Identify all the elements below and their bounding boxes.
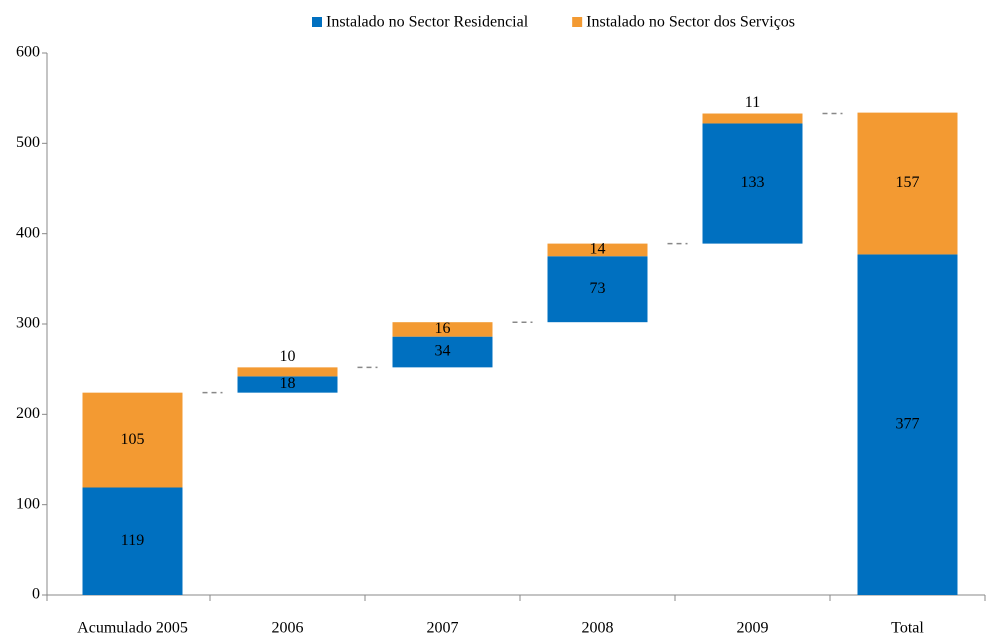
bar-segment xyxy=(392,322,493,337)
bar-segment xyxy=(857,254,958,595)
bar-segment xyxy=(237,376,338,393)
y-tick-label: 200 xyxy=(16,405,40,422)
y-tick-label: 0 xyxy=(32,586,40,603)
y-tick-label: 600 xyxy=(16,44,40,61)
y-tick-label: 500 xyxy=(16,134,40,151)
data-label: 14 xyxy=(590,241,606,258)
data-label: 377 xyxy=(896,415,920,432)
legend-swatch xyxy=(572,17,583,27)
legend-swatch xyxy=(312,17,322,27)
data-label: 119 xyxy=(121,532,144,549)
data-label: 11 xyxy=(745,94,760,111)
bar-segment xyxy=(237,367,338,377)
data-label: 157 xyxy=(896,174,920,191)
x-tick-label: Total xyxy=(891,620,924,636)
bar-segment xyxy=(392,336,493,368)
data-label: 18 xyxy=(280,375,296,392)
bar-segment xyxy=(547,256,648,323)
data-label: 34 xyxy=(435,343,451,360)
x-tick-label: 2009 xyxy=(737,620,769,636)
data-label: 16 xyxy=(435,320,451,337)
y-tick-label: 300 xyxy=(16,315,40,332)
x-tick-label: 2008 xyxy=(582,620,614,636)
bar-segment xyxy=(702,123,803,244)
x-tick-label: Acumulado 2005 xyxy=(77,620,188,636)
data-label: 73 xyxy=(590,280,606,297)
legend-label: Instalado no Sector Residencial xyxy=(326,14,529,31)
bar-segment xyxy=(82,487,183,595)
bar-segment xyxy=(702,113,803,124)
y-tick-label: 100 xyxy=(16,495,40,512)
bar-segment xyxy=(857,112,958,255)
bar-segment xyxy=(547,243,648,257)
x-tick-label: 2006 xyxy=(272,620,304,636)
data-label: 133 xyxy=(741,174,765,191)
data-label: 10 xyxy=(280,348,296,365)
y-tick-label: 400 xyxy=(16,224,40,241)
legend-label: Instalado no Sector dos Serviços xyxy=(586,14,795,31)
x-tick-label: 2007 xyxy=(427,620,459,636)
data-label: 105 xyxy=(121,431,145,448)
bar-segment xyxy=(82,392,183,488)
